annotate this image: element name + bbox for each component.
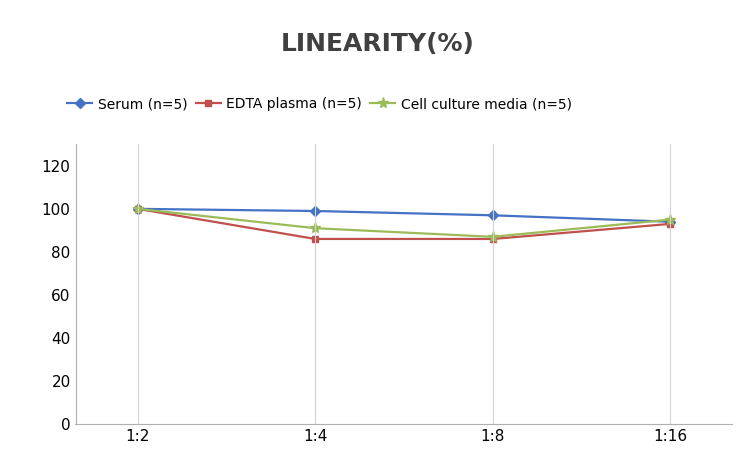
Serum (n=5) <box>666 219 675 225</box>
EDTA plasma (n=5) <box>488 236 498 242</box>
EDTA plasma (n=5) <box>310 236 319 242</box>
Cell culture media (n=5) <box>666 217 675 222</box>
Line: Serum (n=5): Serum (n=5) <box>134 205 673 225</box>
EDTA plasma (n=5) <box>666 221 675 226</box>
Line: Cell culture media (n=5): Cell culture media (n=5) <box>132 203 676 242</box>
Serum (n=5) <box>133 206 142 212</box>
EDTA plasma (n=5) <box>133 206 142 212</box>
Line: EDTA plasma (n=5): EDTA plasma (n=5) <box>134 205 673 243</box>
Serum (n=5) <box>488 212 498 218</box>
Legend: Serum (n=5), EDTA plasma (n=5), Cell culture media (n=5): Serum (n=5), EDTA plasma (n=5), Cell cul… <box>67 97 572 111</box>
Cell culture media (n=5) <box>310 226 319 231</box>
Text: LINEARITY(%): LINEARITY(%) <box>281 32 474 55</box>
Cell culture media (n=5) <box>488 234 498 239</box>
Serum (n=5) <box>310 208 319 214</box>
Cell culture media (n=5) <box>133 206 142 212</box>
